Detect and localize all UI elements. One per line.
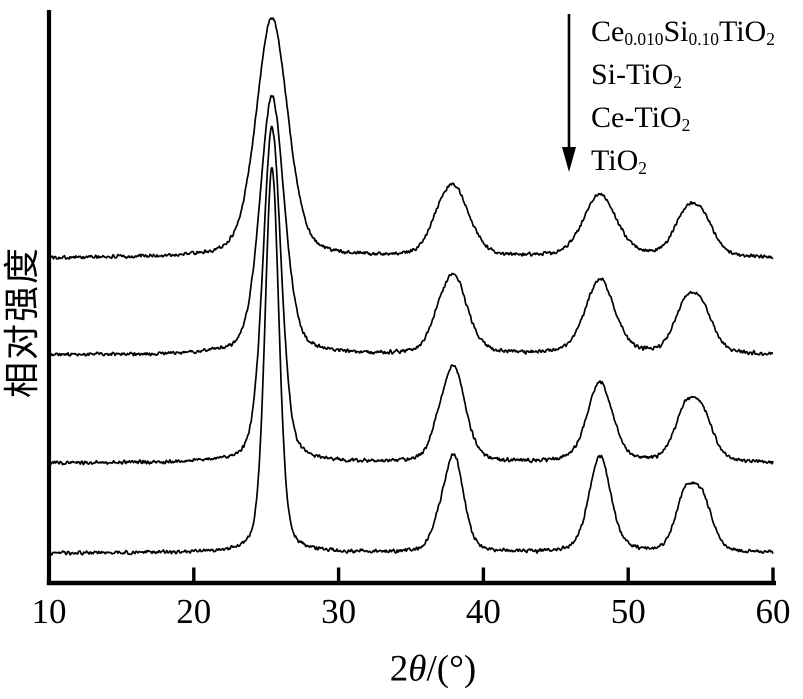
legend-subscript: 2: [673, 72, 682, 93]
legend-subscript: 0.010: [624, 29, 664, 50]
xrd-curve-Ce-TiO2: [48, 125, 774, 466]
x-axis-title: 2θ/(°): [390, 648, 476, 691]
xrd-curve-Ce0.010Si0.10TiO2: [48, 17, 774, 260]
legend-down-arrow-icon: [562, 14, 576, 172]
legend-item-Si-TiO2: Si-TiO2: [591, 53, 775, 96]
x-tick-label-10: 10: [31, 592, 67, 631]
legend-text: Si: [663, 15, 689, 48]
legend-text: TiO: [591, 144, 639, 177]
legend-subscript: 2: [638, 158, 647, 179]
legend-item-TiO2: TiO2: [591, 139, 775, 182]
x-tick-label-20: 20: [176, 592, 212, 631]
legend-text: Ce: [591, 15, 625, 48]
x-axis-title-segment: 2: [389, 648, 409, 690]
x-axis-title-segment: θ: [408, 648, 427, 690]
legend-text: Si-TiO: [591, 58, 674, 91]
legend-item-Ce0.010Si0.10TiO2: Ce0.010Si0.10TiO2: [591, 10, 775, 53]
legend-text: Ce-TiO: [591, 101, 682, 134]
x-tick-label-60: 60: [755, 592, 791, 631]
xrd-curve-TiO2: [48, 166, 774, 556]
xrd-curves-group: [48, 17, 774, 556]
legend-subscript: 2: [681, 115, 691, 136]
legend-items: Ce0.010Si0.10TiO2 Si-TiO2 Ce-TiO2 TiO2: [591, 10, 775, 182]
x-tick-label-30: 30: [321, 592, 357, 631]
x-tick-label-50: 50: [610, 592, 646, 631]
y-axis-title: 相对强度: [2, 245, 42, 399]
axes-group: [46, 10, 776, 586]
x-tick-label-40: 40: [465, 592, 501, 631]
x-axis-title-segment: /(°): [426, 648, 477, 690]
legend-text: TiO: [718, 15, 767, 48]
xrd-curve-Si-TiO2: [48, 94, 774, 357]
legend-item-Ce-TiO2: Ce-TiO2: [591, 96, 775, 139]
legend: Ce0.010Si0.10TiO2 Si-TiO2 Ce-TiO2 TiO2: [556, 10, 775, 182]
legend-subscript: 2: [766, 29, 775, 50]
legend-subscript: 0.10: [688, 29, 719, 50]
